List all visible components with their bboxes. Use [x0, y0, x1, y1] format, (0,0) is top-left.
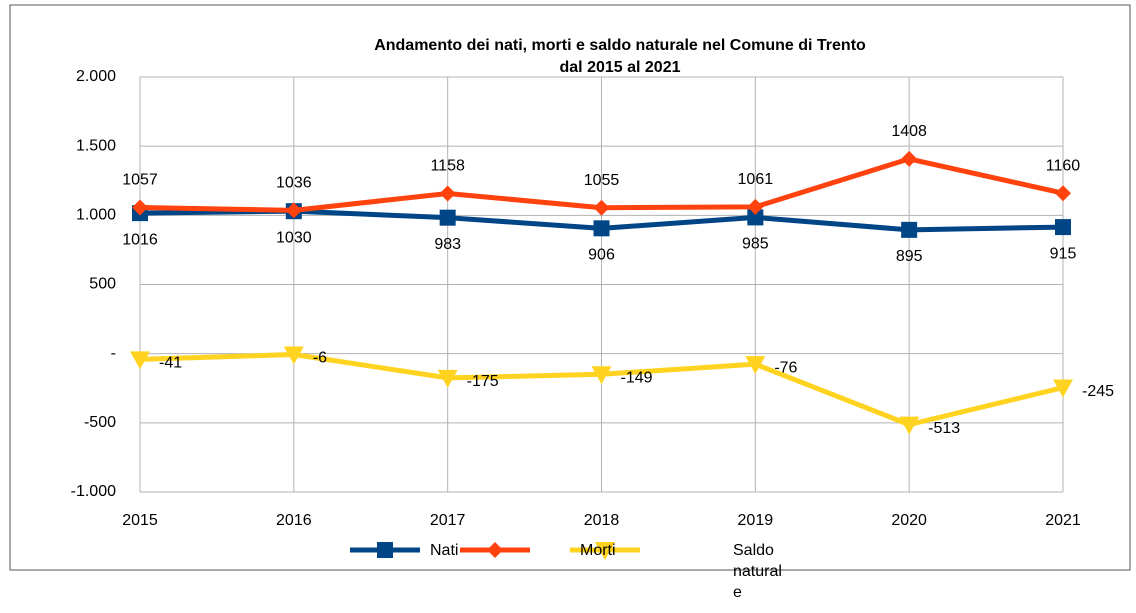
data-label: -175	[467, 373, 499, 390]
data-label: 915	[1050, 245, 1077, 262]
chart-border	[9, 4, 1131, 571]
data-label: 1030	[276, 229, 312, 246]
x-tick-label: 2017	[430, 512, 466, 529]
data-label: -245	[1082, 383, 1114, 400]
y-tick-label: 1.500	[76, 137, 116, 154]
y-tick-label: -1.000	[71, 483, 116, 500]
marker	[130, 351, 150, 370]
y-tick-label: 1.000	[76, 207, 116, 224]
marker	[377, 542, 393, 558]
marker	[283, 346, 304, 365]
marker	[899, 416, 920, 435]
marker	[487, 542, 503, 558]
chart-title: dal 2015 al 2021	[560, 59, 681, 76]
x-tick-label: 2016	[276, 512, 312, 529]
data-label: 1158	[430, 158, 465, 175]
marker	[745, 356, 766, 375]
data-label: 1016	[122, 231, 158, 248]
data-label: 1408	[891, 123, 927, 140]
chart-title: Andamento dei nati, morti e saldo natura…	[374, 37, 866, 54]
marker	[593, 220, 610, 237]
marker	[901, 221, 918, 238]
data-label: 1061	[738, 171, 774, 188]
data-label: -513	[928, 420, 960, 437]
marker	[132, 199, 148, 216]
data-label: 1160	[1046, 157, 1081, 174]
marker	[437, 369, 458, 388]
data-label: -76	[774, 359, 797, 376]
marker	[595, 542, 615, 560]
data-label: 1036	[276, 175, 312, 192]
x-tick-label: 2018	[584, 512, 620, 529]
marker	[439, 209, 456, 226]
x-tick-label: 2020	[891, 512, 927, 529]
x-tick-label: 2021	[1045, 512, 1081, 529]
data-label: 985	[742, 236, 769, 253]
legend-label: Morti	[580, 542, 616, 559]
data-label: -6	[313, 350, 327, 367]
y-tick-label: -	[111, 345, 116, 362]
data-label: -149	[621, 369, 653, 386]
y-tick-label: -500	[84, 414, 116, 431]
data-label: 1055	[584, 172, 620, 189]
marker	[1053, 379, 1073, 398]
marker	[591, 366, 612, 385]
data-label: 983	[434, 236, 461, 253]
marker	[747, 209, 764, 226]
y-tick-label: 2.000	[76, 68, 116, 85]
data-label: 906	[588, 247, 615, 264]
marker	[1055, 185, 1071, 202]
marker	[439, 185, 456, 202]
marker	[593, 199, 610, 216]
marker	[285, 202, 302, 219]
legend-label: Saldo naturale	[733, 542, 782, 601]
data-label: -41	[159, 355, 182, 372]
x-tick-label: 2015	[122, 512, 158, 529]
y-tick-label: 500	[89, 276, 116, 293]
marker	[901, 150, 918, 167]
data-label: 1057	[122, 172, 158, 189]
x-tick-label: 2019	[738, 512, 774, 529]
data-label: 895	[896, 248, 923, 265]
marker	[747, 198, 764, 215]
marker	[1055, 219, 1071, 236]
legend-label: Nati	[430, 542, 459, 559]
